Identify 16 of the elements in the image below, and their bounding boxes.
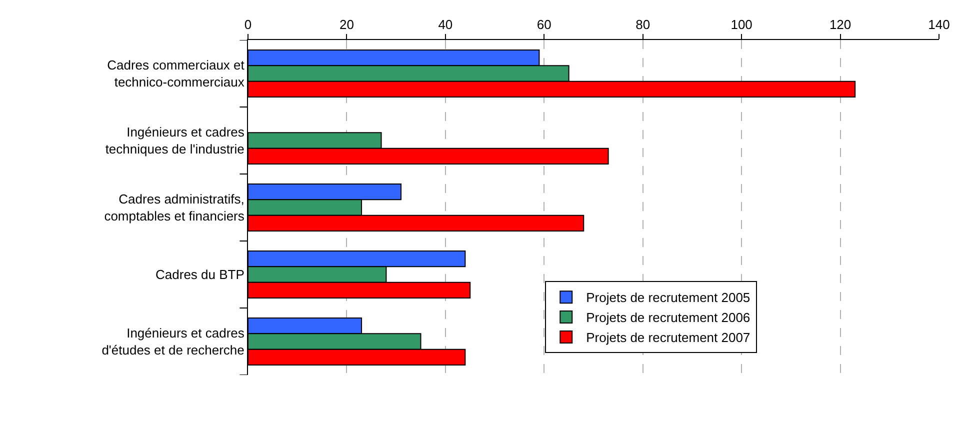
x-tick-label: 120: [829, 16, 852, 32]
legend-label: Projets de recrutement 2005: [586, 290, 750, 306]
x-tick-label: 20: [339, 16, 354, 32]
x-tick-label: 140: [928, 16, 950, 32]
legend-label: Projets de recrutement 2007: [586, 330, 750, 346]
legend-label: Projets de recrutement 2006: [586, 310, 750, 326]
y-tick-label: Cadres commerciaux et technico-commerciaux: [107, 58, 245, 90]
x-tick-label: 0: [244, 16, 252, 32]
y-tick-label: Ingénieurs et cadres d'études et de recherche: [102, 326, 245, 358]
y-tick-label: Ingénieurs et cadres techniques de l'industrie: [105, 124, 245, 156]
x-tick-label: 100: [730, 16, 752, 32]
y-tick-label: Cadres administratifs, comptables et financiers: [104, 192, 245, 224]
x-tick-label: 80: [636, 16, 650, 32]
y-tick-label: Cadres du BTP: [156, 267, 244, 282]
x-tick-label: 40: [438, 16, 453, 32]
x-tick-label: 60: [536, 16, 552, 32]
